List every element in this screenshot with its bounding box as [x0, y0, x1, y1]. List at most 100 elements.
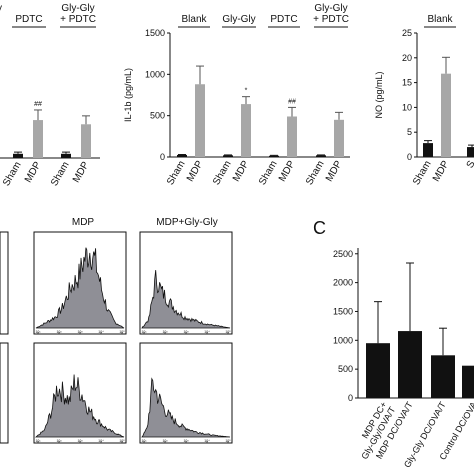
- x-tick-label-line: MDP: [23, 160, 44, 185]
- x-tick-label: Sham: [257, 159, 280, 187]
- column-title: MDP: [72, 217, 95, 228]
- x-tick-label-line: Sham: [304, 159, 327, 187]
- x-tick-label: Sham: [211, 159, 234, 187]
- x-tick-label-line: S: [465, 159, 474, 171]
- y-tick-label: 1500: [145, 28, 165, 38]
- bar: [269, 155, 279, 157]
- histogram-tick-label: 10²: [162, 439, 168, 443]
- histogram-tick-label: 10⁵: [119, 330, 125, 334]
- x-tick-label-line: Sham: [49, 160, 72, 188]
- histogram-trace: [34, 374, 125, 438]
- x-tick-label-line: MDP: [431, 159, 452, 184]
- histogram-tick-label: 10¹: [141, 439, 147, 443]
- x-tick-label: Sham: [49, 160, 72, 188]
- x-tick-label-line: Sham: [257, 159, 280, 187]
- group-label: Gly-Gly: [314, 3, 347, 14]
- group-label: Gly-Gly: [61, 3, 94, 14]
- x-tick-label-line: MDP: [71, 160, 92, 185]
- y-tick-label: 0: [160, 152, 165, 162]
- y-axis-label: IL-1b (pg/mL): [123, 68, 133, 122]
- x-tick-label: MDP: [324, 159, 345, 184]
- cropped-label-fragment: y: [0, 3, 2, 14]
- x-tick-label: MDP: [23, 160, 44, 185]
- histogram-frame: [0, 342, 9, 444]
- y-tick-label: 25: [402, 28, 412, 38]
- column-title: MDP+Gly-Gly: [156, 217, 217, 228]
- histogram-tick-label: 10⁴: [98, 330, 104, 334]
- y-tick-label: 5: [407, 127, 412, 137]
- panel-label: C: [313, 218, 326, 238]
- bar: [441, 73, 451, 157]
- y-tick-label: 1500: [333, 306, 353, 316]
- y-tick-label: 10: [402, 102, 412, 112]
- bar: [13, 153, 23, 158]
- histogram-tick-label: 10⁴: [204, 330, 210, 334]
- bar: [241, 104, 251, 157]
- significance-annotation: ##: [288, 98, 296, 105]
- group-label: + PDTC: [313, 14, 349, 25]
- bar: [316, 155, 326, 157]
- histogram-tick-label: 10⁵: [225, 330, 231, 334]
- histogram-tick-label: 10⁵: [119, 439, 125, 443]
- significance-annotation: *: [245, 88, 248, 95]
- bar: [467, 147, 474, 157]
- histogram-tick-label: 10²: [56, 330, 62, 334]
- histogram-tick-label: 10¹: [141, 330, 147, 334]
- histogram-frame: [0, 231, 9, 335]
- histogram-trace: [141, 377, 231, 438]
- x-tick-label: MDP: [185, 159, 206, 184]
- y-tick-label: 0: [348, 393, 353, 403]
- histogram-tick-label: 10³: [183, 330, 189, 334]
- x-tick-label: MDP: [231, 159, 252, 184]
- x-tick-label: Sham: [411, 159, 434, 187]
- x-tick-label-line: Sham: [411, 159, 434, 187]
- x-tick-label: MDP: [71, 160, 92, 185]
- group-label: Blank: [427, 14, 453, 25]
- histogram-tick-label: 10³: [183, 439, 189, 443]
- bar: [366, 343, 390, 398]
- histogram-tick-label: 10³: [77, 330, 83, 334]
- bar: [223, 155, 233, 157]
- histogram-tick-label: 10⁵: [225, 439, 231, 443]
- bar: [81, 124, 91, 158]
- x-tick-label-line: MDP: [324, 159, 345, 184]
- significance-annotation: ##: [34, 101, 42, 108]
- y-axis-label: NO (pg/mL): [374, 71, 384, 118]
- x-tick-label: Sham: [304, 159, 327, 187]
- y-tick-label: 500: [150, 111, 165, 121]
- x-tick-label: MDP: [431, 159, 452, 184]
- bar: [334, 119, 344, 157]
- group-label: PDTC: [270, 14, 297, 25]
- x-tick-label: MDP: [277, 159, 298, 184]
- group-label: Gly-Gly: [222, 14, 255, 25]
- x-tick-label-line: MDP: [231, 159, 252, 184]
- bar: [423, 143, 433, 157]
- bar: [61, 153, 71, 158]
- histogram-tick-label: 10²: [162, 330, 168, 334]
- group-label: + PDTC: [60, 14, 96, 25]
- bar: [462, 365, 474, 398]
- x-tick-label-line: Sham: [1, 160, 24, 188]
- histogram-tick-label: 10³: [77, 439, 83, 443]
- y-tick-label: 2500: [333, 249, 353, 259]
- bar: [177, 154, 187, 157]
- y-tick-label: 500: [338, 364, 353, 374]
- histogram-tick-label: 10¹: [35, 330, 41, 334]
- x-tick-label: Sham: [1, 160, 24, 188]
- x-tick-label-line: Sham: [211, 159, 234, 187]
- y-tick-label: 15: [402, 78, 412, 88]
- bar: [195, 84, 205, 157]
- histogram-tick-label: 10²: [56, 439, 62, 443]
- histogram-trace: [35, 247, 125, 329]
- x-tick-label-line: MDP: [277, 159, 298, 184]
- bar: [431, 355, 455, 398]
- y-tick-label: 2000: [333, 278, 353, 288]
- y-tick-label: 0: [407, 152, 412, 162]
- bar: [287, 116, 297, 157]
- x-tick-label: Sham: [165, 159, 188, 187]
